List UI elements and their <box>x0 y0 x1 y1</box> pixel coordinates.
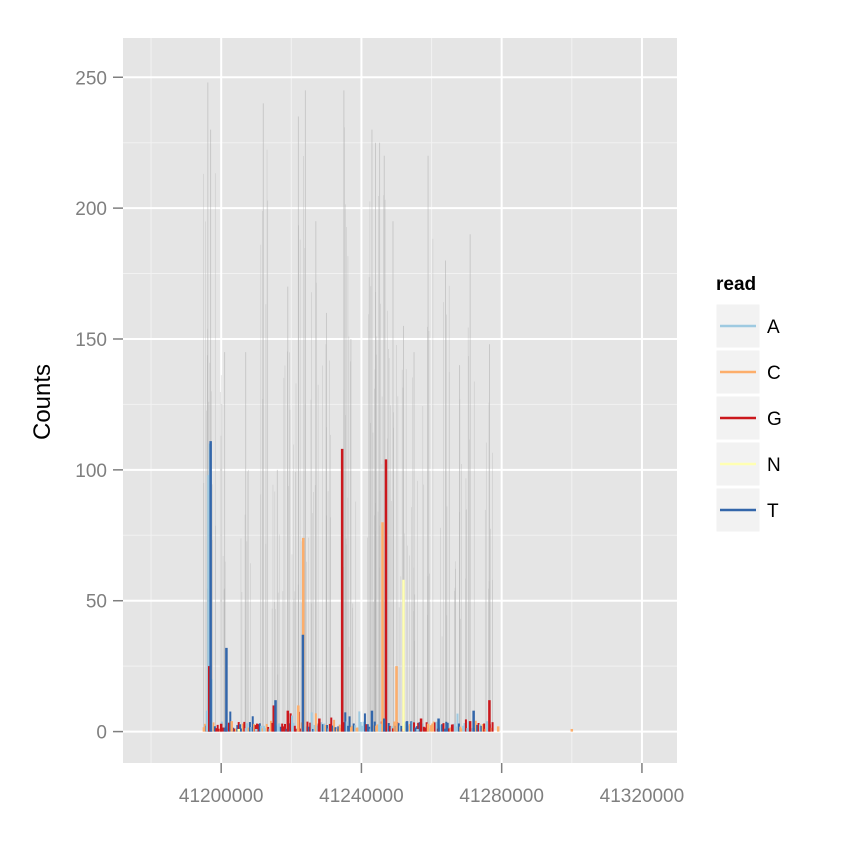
plot-background <box>123 38 677 763</box>
y-tick-label: 0 <box>96 723 107 744</box>
x-tick-label: 41320000 <box>600 786 685 807</box>
x-tick-label: 41200000 <box>179 786 264 807</box>
grid-minor <box>123 38 677 763</box>
y-tick-label: 50 <box>86 592 107 613</box>
y-tick-label: 250 <box>75 68 107 89</box>
x-axis: 41200000 41240000 41280000 41320000 <box>179 763 684 807</box>
y-tick-label: 100 <box>75 461 107 482</box>
legend-label-C: C <box>767 363 781 384</box>
legend: read A C G N T <box>715 274 782 533</box>
x-tick-label: 41240000 <box>319 786 404 807</box>
legend-title: read <box>716 274 756 295</box>
legend-label-N: N <box>767 455 781 476</box>
legend-label-G: G <box>767 409 782 430</box>
legend-label-T: T <box>767 501 779 522</box>
series-layer <box>202 441 574 732</box>
legend-label-A: A <box>767 317 780 338</box>
y-tick-label: 150 <box>75 330 107 351</box>
y-axis-title: Counts <box>29 364 56 440</box>
coverage-layer <box>203 82 493 732</box>
legend-items: A C G N T <box>715 303 782 533</box>
x-tick-label: 41280000 <box>459 786 544 807</box>
y-axis: 0 50 100 150 200 250 <box>75 68 123 744</box>
y-tick-label: 200 <box>75 199 107 220</box>
